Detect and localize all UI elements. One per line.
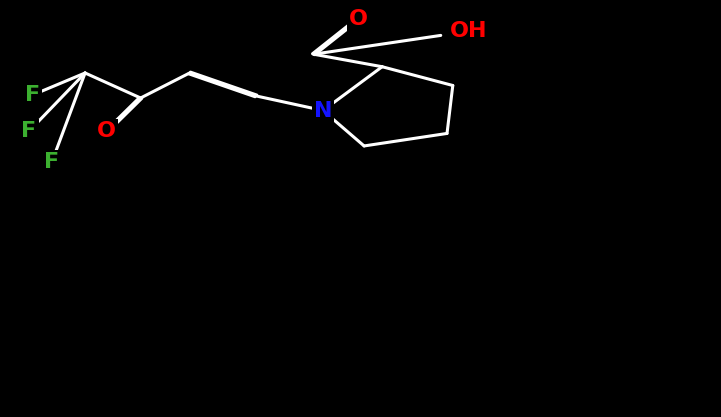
Text: O: O [349, 9, 368, 29]
Text: F: F [45, 152, 59, 172]
Text: O: O [97, 121, 116, 141]
Text: N: N [314, 100, 332, 121]
Text: F: F [22, 121, 36, 141]
Text: F: F [25, 85, 40, 105]
Text: OH: OH [450, 21, 487, 41]
